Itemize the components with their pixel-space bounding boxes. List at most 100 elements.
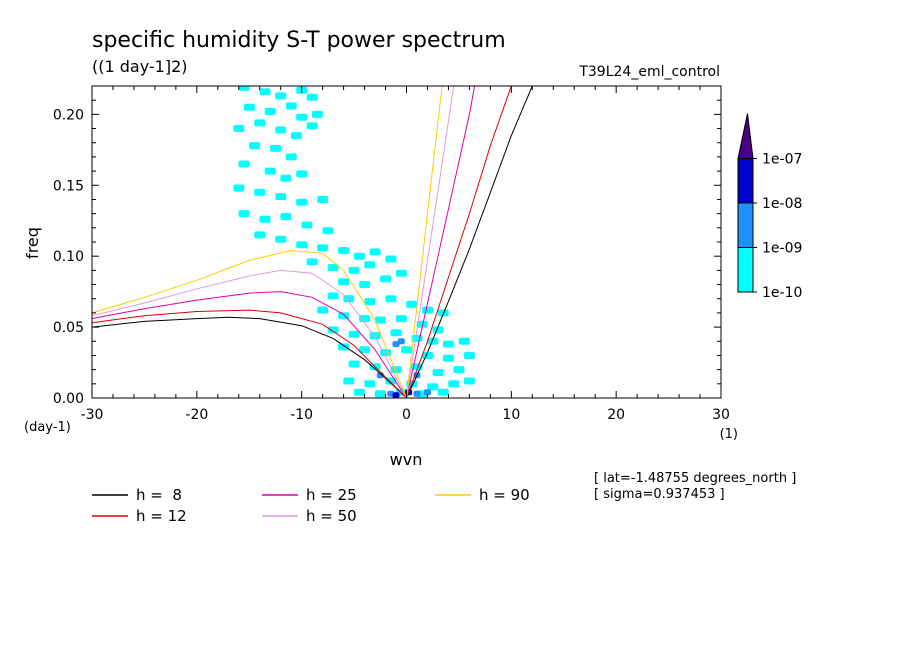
heatmap-cell-48 xyxy=(327,292,339,300)
heatmap-cell-20 xyxy=(280,174,292,182)
heatmap-cell-40 xyxy=(327,264,339,271)
colorbar-labels: 1e-10 1e-09 1e-08 1e-07 xyxy=(753,152,802,301)
colorbar-label: 1e-10 xyxy=(762,285,802,301)
heatmap-cell-36 xyxy=(338,247,350,254)
heatmap-cell-82 xyxy=(453,366,465,374)
heatmap-cell-77 xyxy=(348,360,360,368)
heatmap-cell-4 xyxy=(306,93,318,101)
x-tick-labels: -30 -20 -10 0 10 20 30 xyxy=(81,407,730,423)
heatmap-cell-46 xyxy=(380,275,391,283)
y-tick-label: 0.10 xyxy=(53,249,84,265)
heatmap-cell-52 xyxy=(406,300,418,308)
x-tick-label: 10 xyxy=(502,407,520,423)
chart-title: specific humidity S-T power spectrum xyxy=(92,28,506,53)
heatmap-cell-58 xyxy=(374,316,386,324)
heatmap-cell-30 xyxy=(301,221,313,229)
y-unit-label: (day-1) xyxy=(24,420,71,435)
heatmap-cell-67 xyxy=(427,337,439,345)
heatmap-cell-24 xyxy=(275,193,287,201)
heatmap-cell-55 xyxy=(317,306,329,314)
heatmap-cell-70 xyxy=(338,343,350,351)
heatmap-cell-31 xyxy=(322,227,334,235)
heatmap-cell-39 xyxy=(306,258,318,266)
heatmap-cell-27 xyxy=(238,210,250,218)
info-line-sigma: [ sigma=0.937453 ] xyxy=(594,487,725,502)
heatmap-cell-76 xyxy=(463,352,475,359)
heatmap-cells xyxy=(233,86,475,398)
heatmap-cell-74 xyxy=(422,352,433,359)
legend-label-2: h = 25 xyxy=(306,486,357,504)
legend-label-1: h = 12 xyxy=(136,507,187,525)
heatmap-cell-54 xyxy=(437,309,449,317)
heatmap-cell-81 xyxy=(432,369,444,376)
heatmap-cell-49 xyxy=(343,295,355,303)
colorbar-swatch-0 xyxy=(737,247,754,293)
legend-label-4: h = 90 xyxy=(479,486,530,504)
x-tick-label: -20 xyxy=(185,407,208,423)
heatmap-cell-14 xyxy=(306,122,318,130)
curve-2-westward xyxy=(91,291,407,399)
curve-4-eastward xyxy=(406,85,443,399)
colorbar-label: 1e-08 xyxy=(762,196,802,212)
heatmap-cell-95 xyxy=(392,341,400,348)
heatmap-cell-26 xyxy=(317,196,329,203)
heatmap-cell-87 xyxy=(427,383,439,391)
heatmap-cell-65 xyxy=(390,329,402,337)
colorbar-label: 1e-07 xyxy=(762,152,802,168)
heatmap-cell-37 xyxy=(353,252,365,260)
y-tick-label: 0.15 xyxy=(53,178,84,194)
heatmap-cell-22 xyxy=(233,184,245,192)
heatmap-cell-45 xyxy=(359,281,371,288)
heatmap-cell-41 xyxy=(348,266,360,274)
heatmap-cell-35 xyxy=(317,244,329,252)
heatmap-cell-101 xyxy=(424,389,431,396)
legend: h = 8 h = 12 h = 25 h = 50 h = 90 xyxy=(92,486,530,525)
heatmap-cell-8 xyxy=(296,113,308,121)
heatmap-cell-34 xyxy=(296,241,308,249)
heatmap-cell-75 xyxy=(442,354,454,362)
x-axis-label: wvn xyxy=(390,450,423,469)
heatmap-cell-10 xyxy=(233,125,245,132)
plot-area xyxy=(91,85,722,399)
colorbar-swatch-1 xyxy=(737,202,754,248)
heatmap-cell-21 xyxy=(296,170,308,178)
heatmap-cell-69 xyxy=(458,337,470,345)
heatmap-cell-43 xyxy=(385,255,397,263)
y-axis-label: freq xyxy=(23,227,42,259)
colorbar-label: 1e-09 xyxy=(762,241,802,257)
heatmap-cell-23 xyxy=(254,188,266,196)
heatmap-cell-89 xyxy=(463,377,475,385)
curve-1-westward xyxy=(91,309,407,399)
heatmap-cell-11 xyxy=(254,119,266,127)
x-tick-label: 20 xyxy=(607,407,625,423)
heatmap-cell-59 xyxy=(395,315,407,323)
heatmap-cell-16 xyxy=(270,144,281,152)
curve-0-westward xyxy=(91,316,407,399)
heatmap-cell-60 xyxy=(416,320,428,328)
heatmap-cell-62 xyxy=(327,326,339,334)
info-line-lat: [ lat=-1.48755 degrees_north ] xyxy=(594,471,796,486)
heatmap-cell-38 xyxy=(369,248,381,256)
heatmap-cell-6 xyxy=(264,108,276,115)
experiment-label: T39L24_eml_control xyxy=(578,64,720,80)
chart-subtitle: ((1 day-1]2) xyxy=(92,57,188,76)
dispersion-curves xyxy=(91,85,533,399)
heatmap-cell-96 xyxy=(397,338,405,345)
heatmap-cell-5 xyxy=(243,103,255,111)
heatmap-cell-18 xyxy=(238,160,250,168)
heatmap-cell-91 xyxy=(374,390,386,398)
curve-4-westward xyxy=(91,249,407,399)
heatmap-cell-57 xyxy=(359,315,371,323)
x-tick-label: -10 xyxy=(290,407,313,423)
heatmap-cell-71 xyxy=(359,346,371,354)
heatmap-cell-1 xyxy=(259,88,271,96)
y-tick-label: 0.20 xyxy=(53,107,84,123)
heatmap-cell-33 xyxy=(275,235,287,243)
heatmap-cell-17 xyxy=(285,153,297,161)
colorbar-swatch-2 xyxy=(737,158,754,204)
heatmap-cell-53 xyxy=(422,306,433,314)
legend-label-3: h = 50 xyxy=(306,507,357,525)
heatmap-cell-0 xyxy=(238,86,250,91)
heatmap-cell-84 xyxy=(364,380,376,388)
